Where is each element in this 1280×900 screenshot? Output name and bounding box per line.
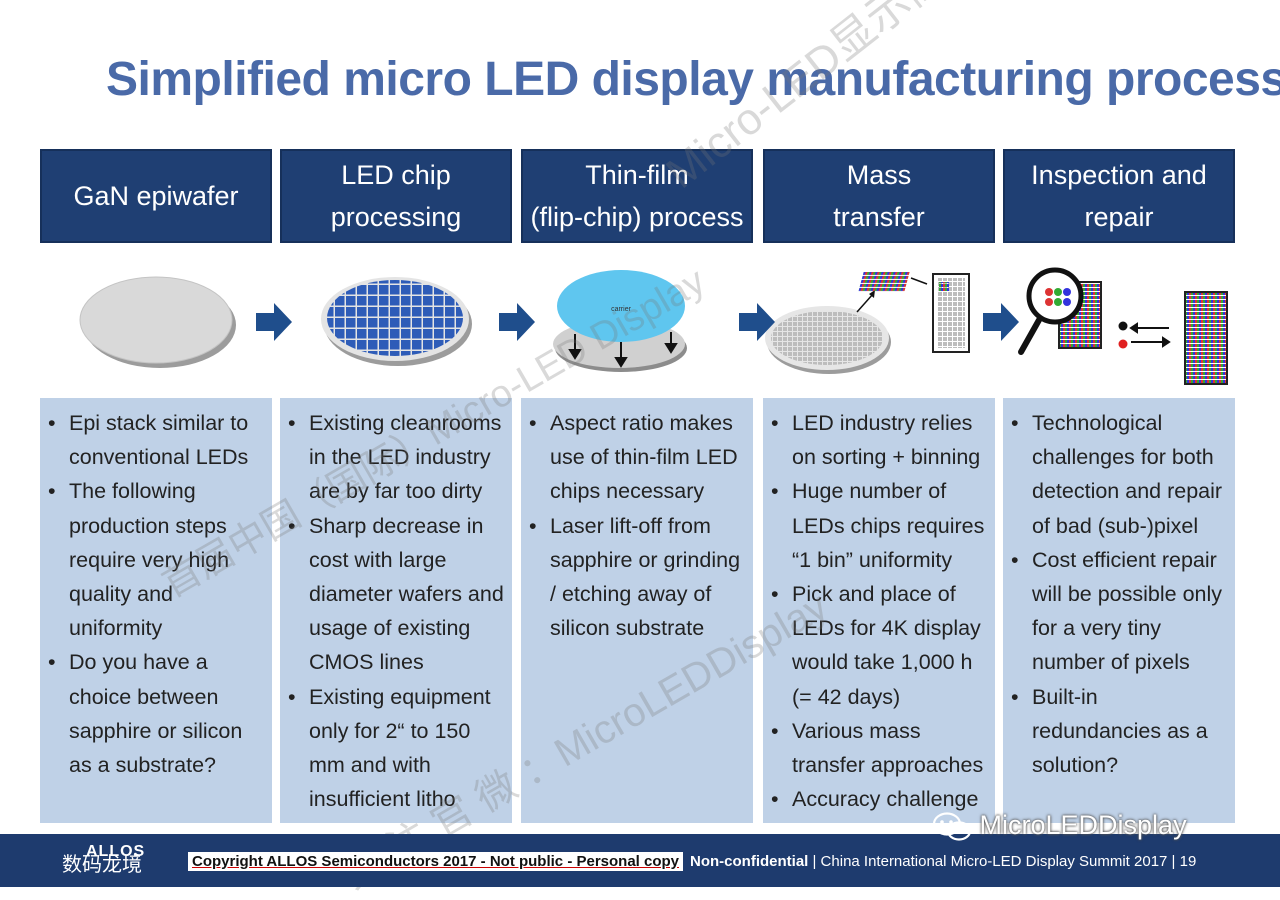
step-header-gan-epiwafer: GaN epiwafer xyxy=(40,149,272,243)
arrow-right-icon xyxy=(256,303,292,341)
header-line: processing xyxy=(330,202,462,232)
bullet-item: Sharp decrease in cost with large diamet… xyxy=(288,509,508,680)
inspection-repair-illustration xyxy=(1018,267,1228,385)
confidential-label: Non-confidential xyxy=(690,853,809,870)
summit-text: Non-confidential | China International M… xyxy=(690,853,1196,870)
down-arrows-icon xyxy=(568,332,678,368)
bullet-item: Huge number of LEDs chips requires “1 bi… xyxy=(771,474,991,577)
corner-watermark: 数码龙境 xyxy=(62,854,142,876)
wechat-icon xyxy=(932,812,972,841)
header-line: LED chip xyxy=(341,160,451,190)
page-title: Simplified micro LED display manufacturi… xyxy=(106,53,1280,106)
arrow-right-icon xyxy=(499,303,535,341)
step-header-mass-transfer: Mass transfer xyxy=(763,149,995,243)
bullet-item: Various mass transfer approaches xyxy=(771,714,991,782)
header-line: (flip-chip) process xyxy=(530,202,744,232)
bullet-item: Existing cleanrooms in the LED industry … xyxy=(288,406,508,509)
bullet-item: The following production steps require v… xyxy=(48,474,268,645)
bullet-item: Pick and place of LEDs for 4K display wo… xyxy=(771,577,991,714)
arrow-right-icon xyxy=(983,303,1019,341)
step-header-led-chip-processing: LED chip processing xyxy=(280,149,512,243)
repaired-display-icon xyxy=(1184,291,1228,385)
bullet-item: Accuracy challenge xyxy=(771,782,991,816)
epiwafer-illustration xyxy=(79,276,236,368)
header-line: Thin-film xyxy=(585,160,689,190)
copyright-text: Copyright ALLOS Semiconductors 2017 - No… xyxy=(188,852,684,871)
wechat-watermark: MicroLEDDisplay xyxy=(932,810,1187,843)
thin-film-illustration: carrier xyxy=(553,270,687,372)
bullet-item: Aspect ratio makes use of thin-film LED … xyxy=(529,406,749,509)
bullet-item: LED industry relies on sorting + binning xyxy=(771,406,991,474)
header-line: repair xyxy=(1084,202,1154,232)
header-line: GaN epiwafer xyxy=(73,181,239,211)
bullet-item: Epi stack similar to conventional LEDs xyxy=(48,406,268,474)
bullet-item: Cost efficient repair will be possible o… xyxy=(1011,543,1231,680)
wechat-label: MicroLEDDisplay xyxy=(979,810,1187,840)
header-line: Mass xyxy=(846,160,912,190)
chip-wafer-illustration xyxy=(321,277,472,366)
panel-gan-epiwafer: Epi stack similar to conventional LEDs T… xyxy=(40,398,272,823)
panel-inspection-repair: Technological challenges for both detect… xyxy=(1003,398,1235,823)
swap-arrows-icon xyxy=(1129,322,1171,348)
header-line: transfer xyxy=(833,202,925,232)
mass-transfer-illustration xyxy=(765,272,970,374)
bullet-item: Technological challenges for both detect… xyxy=(1011,406,1231,543)
carrier-label: carrier xyxy=(611,306,632,313)
summit-page-label: | China International Micro-LED Display … xyxy=(808,853,1197,870)
allos-logo: ALLOS xyxy=(86,843,146,860)
bullet-item: Existing equipment only for 2“ to 150 mm… xyxy=(288,680,508,817)
bullet-item: Laser lift-off from sapphire or grinding… xyxy=(529,509,749,646)
step-header-thin-film: Thin-film (flip-chip) process xyxy=(521,149,753,243)
panel-led-chip-processing: Existing cleanrooms in the LED industry … xyxy=(280,398,512,823)
arrow-right-icon xyxy=(739,303,775,341)
header-line: Inspection and xyxy=(1031,160,1207,190)
panel-thin-film: Aspect ratio makes use of thin-film LED … xyxy=(521,398,753,823)
bullet-item: Built-in redundancies as a solution? xyxy=(1011,680,1231,783)
bullet-item: Do you have a choice between sapphire or… xyxy=(48,645,268,782)
magnifier-icon xyxy=(1018,267,1084,355)
panel-mass-transfer: LED industry relies on sorting + binning… xyxy=(763,398,995,823)
step-header-inspection-repair: Inspection and repair xyxy=(1003,149,1235,243)
